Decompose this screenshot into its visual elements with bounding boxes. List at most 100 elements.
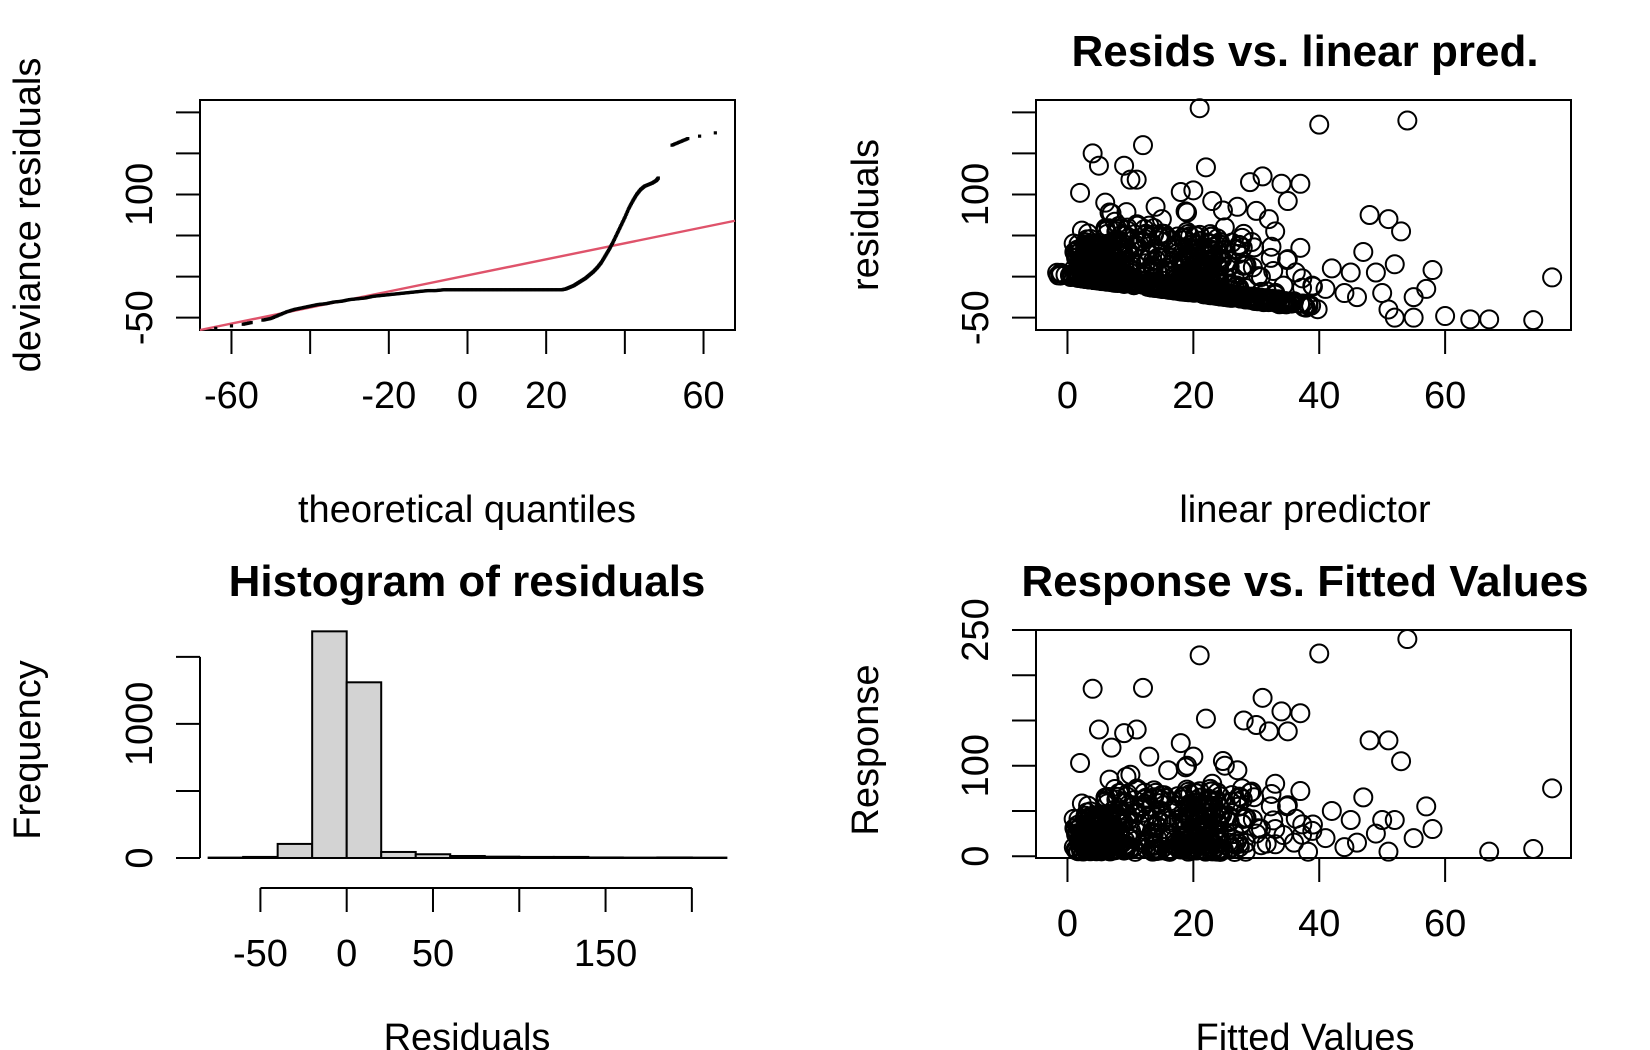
resp-point (1095, 819, 1116, 840)
qq-x-tick-label: 20 (525, 375, 567, 417)
resp-point (1403, 828, 1424, 849)
resid-point (1224, 287, 1245, 308)
resid-point (1116, 202, 1137, 223)
resid-point (1175, 201, 1196, 222)
histogram-title: Histogram of residuals (229, 557, 706, 606)
resid-x-tick-label: 0 (1057, 375, 1078, 417)
resp-point (1185, 805, 1206, 826)
hist-bar (449, 854, 486, 859)
resid-point (1212, 249, 1233, 270)
resp-point (1372, 810, 1393, 830)
resid-point (1170, 182, 1191, 202)
resp-point (1170, 733, 1191, 754)
hist-x-tick-label: 0 (336, 933, 357, 975)
resp-point (1416, 796, 1437, 817)
resp-point (1231, 813, 1252, 834)
resid-point (1242, 257, 1263, 278)
resid-point (1232, 237, 1253, 258)
resp-point (1271, 701, 1292, 722)
resid-point (1260, 247, 1281, 268)
resid-point (1391, 221, 1412, 242)
resp-point (1193, 836, 1214, 857)
resid-point (1070, 182, 1091, 203)
resid-point (1146, 249, 1167, 270)
resid-point (1252, 166, 1273, 187)
resp-y-axis-label: Response (845, 664, 887, 835)
resid-point (1191, 283, 1212, 304)
resid-point (1062, 264, 1083, 285)
resp-point (1240, 782, 1260, 803)
resid-point (1202, 191, 1223, 212)
resp-point (1235, 841, 1256, 862)
resid-point (1190, 282, 1211, 303)
resid-point (1290, 237, 1311, 258)
resp-y-tick-label: 100 (955, 734, 997, 797)
resp-point (1154, 785, 1175, 806)
resp-point (1265, 773, 1286, 794)
resp-point (1177, 781, 1198, 802)
resp-point (1224, 824, 1245, 845)
resid-point (1285, 262, 1306, 283)
resid-point (1185, 235, 1206, 256)
resid-point (1261, 236, 1282, 257)
resp-point (1359, 730, 1380, 751)
resid-point (1071, 220, 1092, 241)
resp-point (1222, 837, 1243, 858)
hist-bar (587, 856, 624, 859)
resid-point (1295, 297, 1316, 318)
hist-bars (207, 630, 728, 860)
resp-point (1290, 703, 1311, 724)
resp-point (1242, 809, 1263, 830)
resid-point (1195, 157, 1216, 178)
resid-point (1113, 225, 1134, 246)
resp-point (1120, 764, 1141, 785)
resid-point (1198, 233, 1219, 254)
resp-point (1162, 814, 1183, 835)
resid-point (1244, 288, 1265, 309)
resp-point (1315, 828, 1336, 849)
resp-point (1334, 837, 1355, 858)
resid-point (1135, 253, 1156, 274)
resp-point (1277, 795, 1298, 816)
hist-bar (242, 855, 279, 860)
resid-point (1148, 247, 1169, 268)
resid-point (1302, 276, 1323, 297)
resid-y-tick-label: -50 (955, 290, 997, 345)
resid-point (1128, 272, 1149, 293)
resp-point (1285, 808, 1306, 829)
hist-x-axis-label: Residuals (384, 1017, 551, 1050)
response-vs-fitted-title: Response vs. Fitted Values (1021, 557, 1588, 606)
hist-bar (345, 681, 383, 860)
hist-x-tick-label: 50 (412, 933, 454, 975)
resid-point (1347, 287, 1367, 308)
resp-point (1114, 840, 1135, 861)
resid-point (1120, 169, 1141, 190)
qq-x-tick-label: -60 (204, 375, 259, 417)
resp-point (1200, 830, 1221, 851)
qq-point (214, 326, 218, 330)
resid-point (1221, 274, 1242, 295)
resp-point (1353, 787, 1374, 808)
resid-point (1403, 307, 1424, 328)
resid-point (1523, 310, 1544, 331)
resid-point (1076, 241, 1097, 262)
resid-point (1271, 173, 1292, 194)
resid-point (1321, 258, 1342, 279)
resid-point (1219, 283, 1240, 304)
resid-point (1103, 268, 1124, 289)
resp-point (1221, 791, 1242, 812)
resid-point (1334, 283, 1355, 304)
resid-point (1088, 155, 1109, 176)
resid-point (1142, 276, 1163, 297)
resid-y-tick-label: 100 (955, 163, 997, 226)
resp-y-tick-label: 0 (955, 846, 997, 867)
qq-points (214, 131, 717, 330)
resp-point (1088, 719, 1109, 740)
resp-point (1133, 677, 1153, 698)
resp-x-tick-label: 60 (1424, 903, 1466, 945)
resid-point (1162, 251, 1183, 272)
resid-point (1177, 223, 1198, 244)
qq-y-tick-label: 100 (119, 163, 161, 226)
resid-point (1397, 110, 1418, 131)
